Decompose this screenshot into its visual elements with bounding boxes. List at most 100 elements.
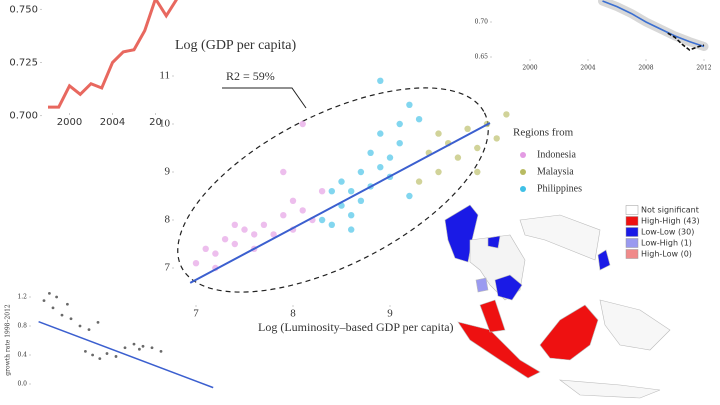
- legend-label: Not significant: [641, 206, 699, 215]
- y-tick-label: 1.2: [17, 294, 27, 301]
- legend-swatch: [625, 205, 639, 215]
- y-tick-label: 8: [165, 214, 171, 226]
- trend-line: [189, 122, 491, 284]
- highlight-ellipse: [177, 87, 489, 293]
- line: [48, 0, 179, 109]
- point: [60, 313, 64, 317]
- point: [377, 77, 384, 85]
- x-tick-label: 2000: [57, 117, 82, 128]
- y-tick-label: 0.8: [17, 323, 27, 330]
- x-axis-label: Log (Luminosity–based GDP per capita): [258, 320, 454, 334]
- legend-swatch: [625, 227, 639, 237]
- point: [357, 168, 365, 176]
- x-tick-label: 2004: [100, 117, 125, 128]
- chart-1: 2000 2004 2008 2012 0.65 0.70: [470, 0, 720, 80]
- point: [141, 344, 145, 348]
- y-tick-label: 0.65: [475, 54, 489, 61]
- y-tick-label: 0.0: [17, 381, 27, 388]
- y-tick-label: 0.725: [9, 58, 38, 69]
- point: [406, 192, 413, 200]
- region: [519, 214, 601, 261]
- point: [114, 355, 118, 358]
- point: [474, 168, 481, 176]
- region: [558, 379, 661, 399]
- point: [328, 188, 335, 195]
- chart-title: Log (GDP per capita): [175, 38, 296, 53]
- legend-swatch: [625, 216, 639, 226]
- legend-label: Low-High (1): [641, 239, 692, 248]
- point: [280, 168, 287, 176]
- point: [132, 342, 136, 346]
- point: [192, 260, 200, 267]
- point: [435, 168, 442, 176]
- legend-swatch: [520, 169, 526, 175]
- line: [602, 0, 705, 48]
- point: [221, 236, 229, 243]
- point: [150, 346, 154, 350]
- region-high-high: [539, 304, 599, 361]
- legend-label: High-High (43): [641, 217, 700, 226]
- legend-label: Indonesia: [537, 149, 576, 160]
- x-tick-label: 2012: [696, 65, 711, 72]
- annotation-leader: [222, 87, 307, 109]
- point: [66, 302, 69, 306]
- x-tick-label: 8: [290, 308, 296, 320]
- point: [328, 221, 335, 228]
- point: [123, 346, 127, 350]
- chart-3: 0.0 0.4 0.8 1.2 growth rate 1998–2012: [5, 291, 214, 389]
- point: [348, 188, 355, 195]
- point: [318, 216, 326, 224]
- point: [202, 245, 209, 252]
- legend-swatch: [520, 152, 526, 158]
- point: [84, 349, 87, 353]
- point: [377, 164, 384, 171]
- legend-swatch: [625, 238, 639, 248]
- point: [348, 212, 355, 219]
- x-tick-label: 20: [149, 117, 162, 128]
- y-tick-label: 0.700: [9, 111, 38, 122]
- point: [396, 140, 403, 147]
- region-high-high: [457, 321, 541, 379]
- point: [415, 178, 423, 185]
- x-tick-label: 2008: [638, 65, 653, 72]
- point: [231, 240, 238, 248]
- point: [503, 111, 510, 118]
- point: [396, 120, 403, 128]
- region: [599, 299, 671, 351]
- y-tick-label: 0.750: [9, 4, 38, 15]
- region-low-low: [597, 249, 611, 271]
- point: [299, 207, 306, 214]
- legend-label: High-Low (0): [641, 250, 692, 259]
- point: [91, 353, 94, 357]
- point: [48, 291, 51, 295]
- point: [415, 116, 423, 123]
- trend-line: [38, 320, 214, 389]
- legend-title: Regions from: [513, 127, 574, 139]
- point: [280, 212, 287, 219]
- annotation: R2 = 59%: [226, 69, 275, 83]
- point: [493, 135, 500, 142]
- point: [78, 324, 82, 328]
- x-tick-label: 2000: [522, 65, 537, 72]
- point: [105, 352, 109, 355]
- legend-label: Philippines: [537, 183, 582, 194]
- point: [51, 306, 55, 310]
- x-tick-label: 7: [193, 308, 199, 320]
- y-axis-label: growth rate 1998–2012: [5, 304, 12, 376]
- point: [464, 125, 471, 132]
- y-tick-label: 11: [159, 70, 170, 82]
- region-low-high: [475, 277, 489, 293]
- point: [55, 295, 58, 299]
- y-tick-label: 10: [159, 118, 171, 130]
- region-low-low: [487, 235, 501, 249]
- chart-2: 7 8 9 7 8 9 10 11 Log (GDP per capita) Log (Lumin…: [159, 38, 582, 334]
- point: [454, 154, 462, 161]
- point: [289, 197, 297, 204]
- chart-0: 2000 2004 20 0.700 0.725 0.750: [9, 0, 179, 128]
- point: [367, 149, 374, 156]
- legend-swatch: [625, 249, 639, 259]
- legend-label: Low-Low (30): [641, 228, 694, 237]
- point: [231, 221, 238, 228]
- point: [338, 178, 345, 185]
